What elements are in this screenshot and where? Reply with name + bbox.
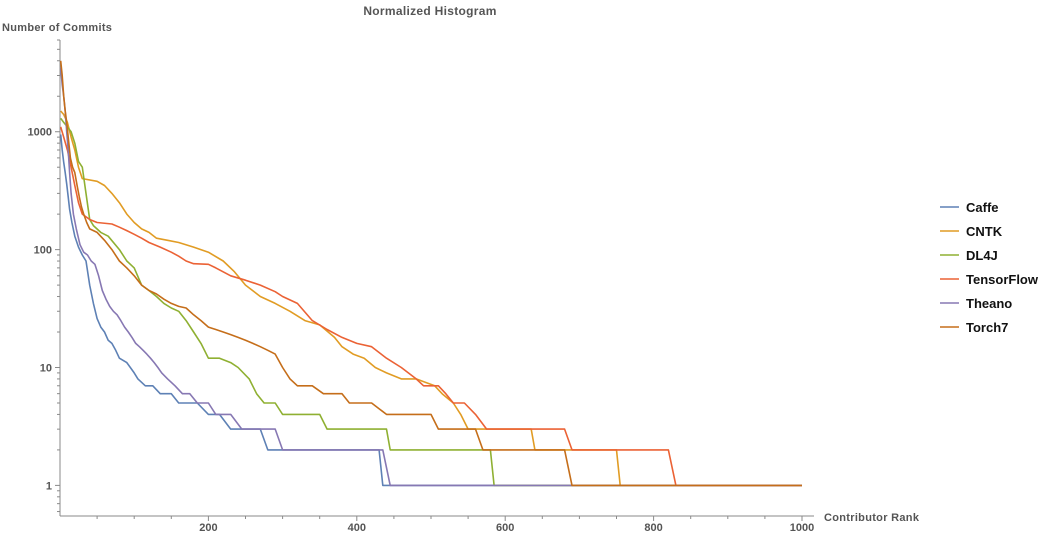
series-line-theano [59,67,802,487]
plot-area [59,60,802,487]
y-tick-label: 100 [34,245,52,257]
series-line-cntk [60,110,802,487]
chart-title: Normalized Histogram [363,4,496,18]
x-tick-label: 600 [496,522,514,534]
x-tick-label: 400 [348,522,366,534]
series-line-tensorflow [59,126,802,487]
legend-label-tensorflow: TensorFlow [966,272,1039,287]
series-line-caffe [59,134,802,487]
legend-label-caffe: Caffe [966,200,999,215]
legend-label-torch7: Torch7 [966,320,1008,335]
legend-label-theano: Theano [966,296,1012,311]
x-tick-label: 800 [644,522,662,534]
y-tick-label: 10 [40,363,52,375]
y-tick-label: 1 [46,480,52,492]
legend: Caffe CNTK DL4J TensorFlow Theano Torch7 [940,200,1039,335]
series-line-dl4j [60,117,802,487]
y-axis-title: Number of Commits [2,22,112,34]
legend-label-dl4j: DL4J [966,248,998,263]
axes: 200 400 600 800 1000 1 10 100 1000 [28,39,814,534]
y-tick-label: 1000 [28,127,52,139]
series-line-torch7 [59,60,802,487]
x-axis-title: Contributor Rank [824,512,920,524]
legend-label-cntk: CNTK [966,224,1003,239]
x-tick-label: 200 [199,522,217,534]
x-tick-label: 1000 [790,522,814,534]
